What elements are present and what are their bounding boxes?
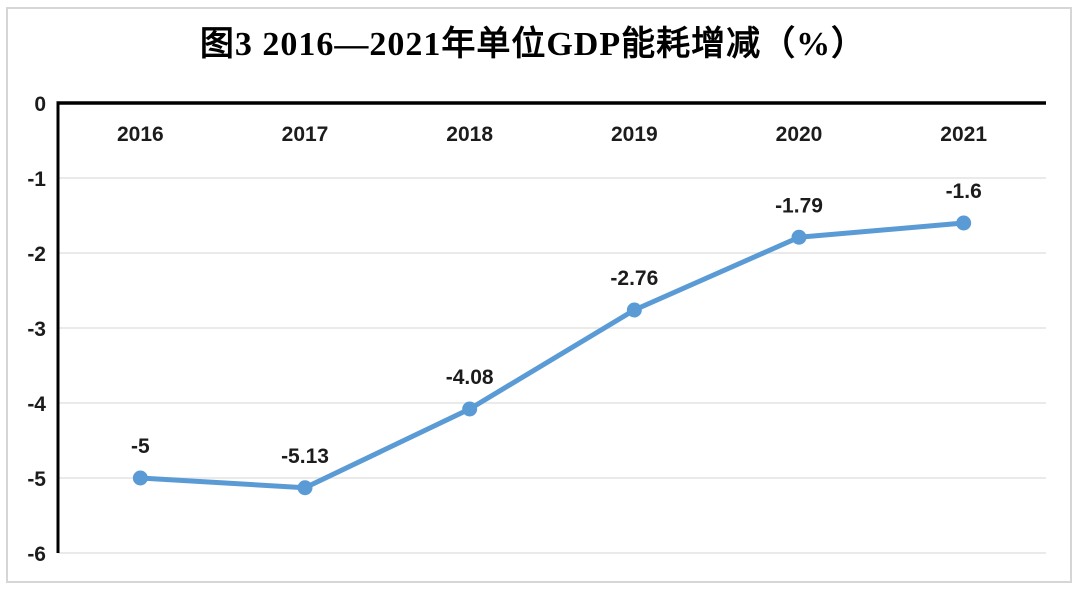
y-tick-label: -2 bbox=[27, 243, 46, 266]
data-point-marker bbox=[791, 229, 807, 245]
chart-title: 图3 2016—2021年单位GDP能耗增减（%） bbox=[199, 26, 867, 63]
y-tick-label: -3 bbox=[27, 318, 46, 341]
series-line bbox=[137, 220, 967, 491]
data-label: -2.76 bbox=[610, 267, 658, 290]
data-point-marker bbox=[626, 302, 642, 318]
data-label: -1.79 bbox=[775, 194, 823, 217]
y-tick-label: -5 bbox=[27, 468, 46, 491]
data-point-marker bbox=[956, 215, 972, 231]
y-tick-label: -4 bbox=[27, 393, 46, 416]
data-label: -4.08 bbox=[446, 366, 494, 389]
y-tick-label: 0 bbox=[34, 93, 46, 116]
data-point-marker bbox=[132, 470, 148, 486]
data-label: -5 bbox=[131, 435, 150, 458]
y-tick-label: -1 bbox=[27, 168, 46, 191]
x-tick-label: 2016 bbox=[117, 123, 164, 146]
data-label: -5.13 bbox=[281, 445, 329, 468]
data-point-marker bbox=[462, 401, 478, 417]
y-tick-label: -6 bbox=[27, 543, 46, 566]
data-label: -1.6 bbox=[946, 180, 982, 203]
x-tick-label: 2017 bbox=[282, 123, 329, 146]
x-tick-label: 2021 bbox=[940, 123, 987, 146]
data-point-marker bbox=[297, 480, 313, 496]
x-tick-label: 2020 bbox=[776, 123, 823, 146]
x-tick-label: 2019 bbox=[611, 123, 658, 146]
x-tick-label: 2018 bbox=[446, 123, 493, 146]
